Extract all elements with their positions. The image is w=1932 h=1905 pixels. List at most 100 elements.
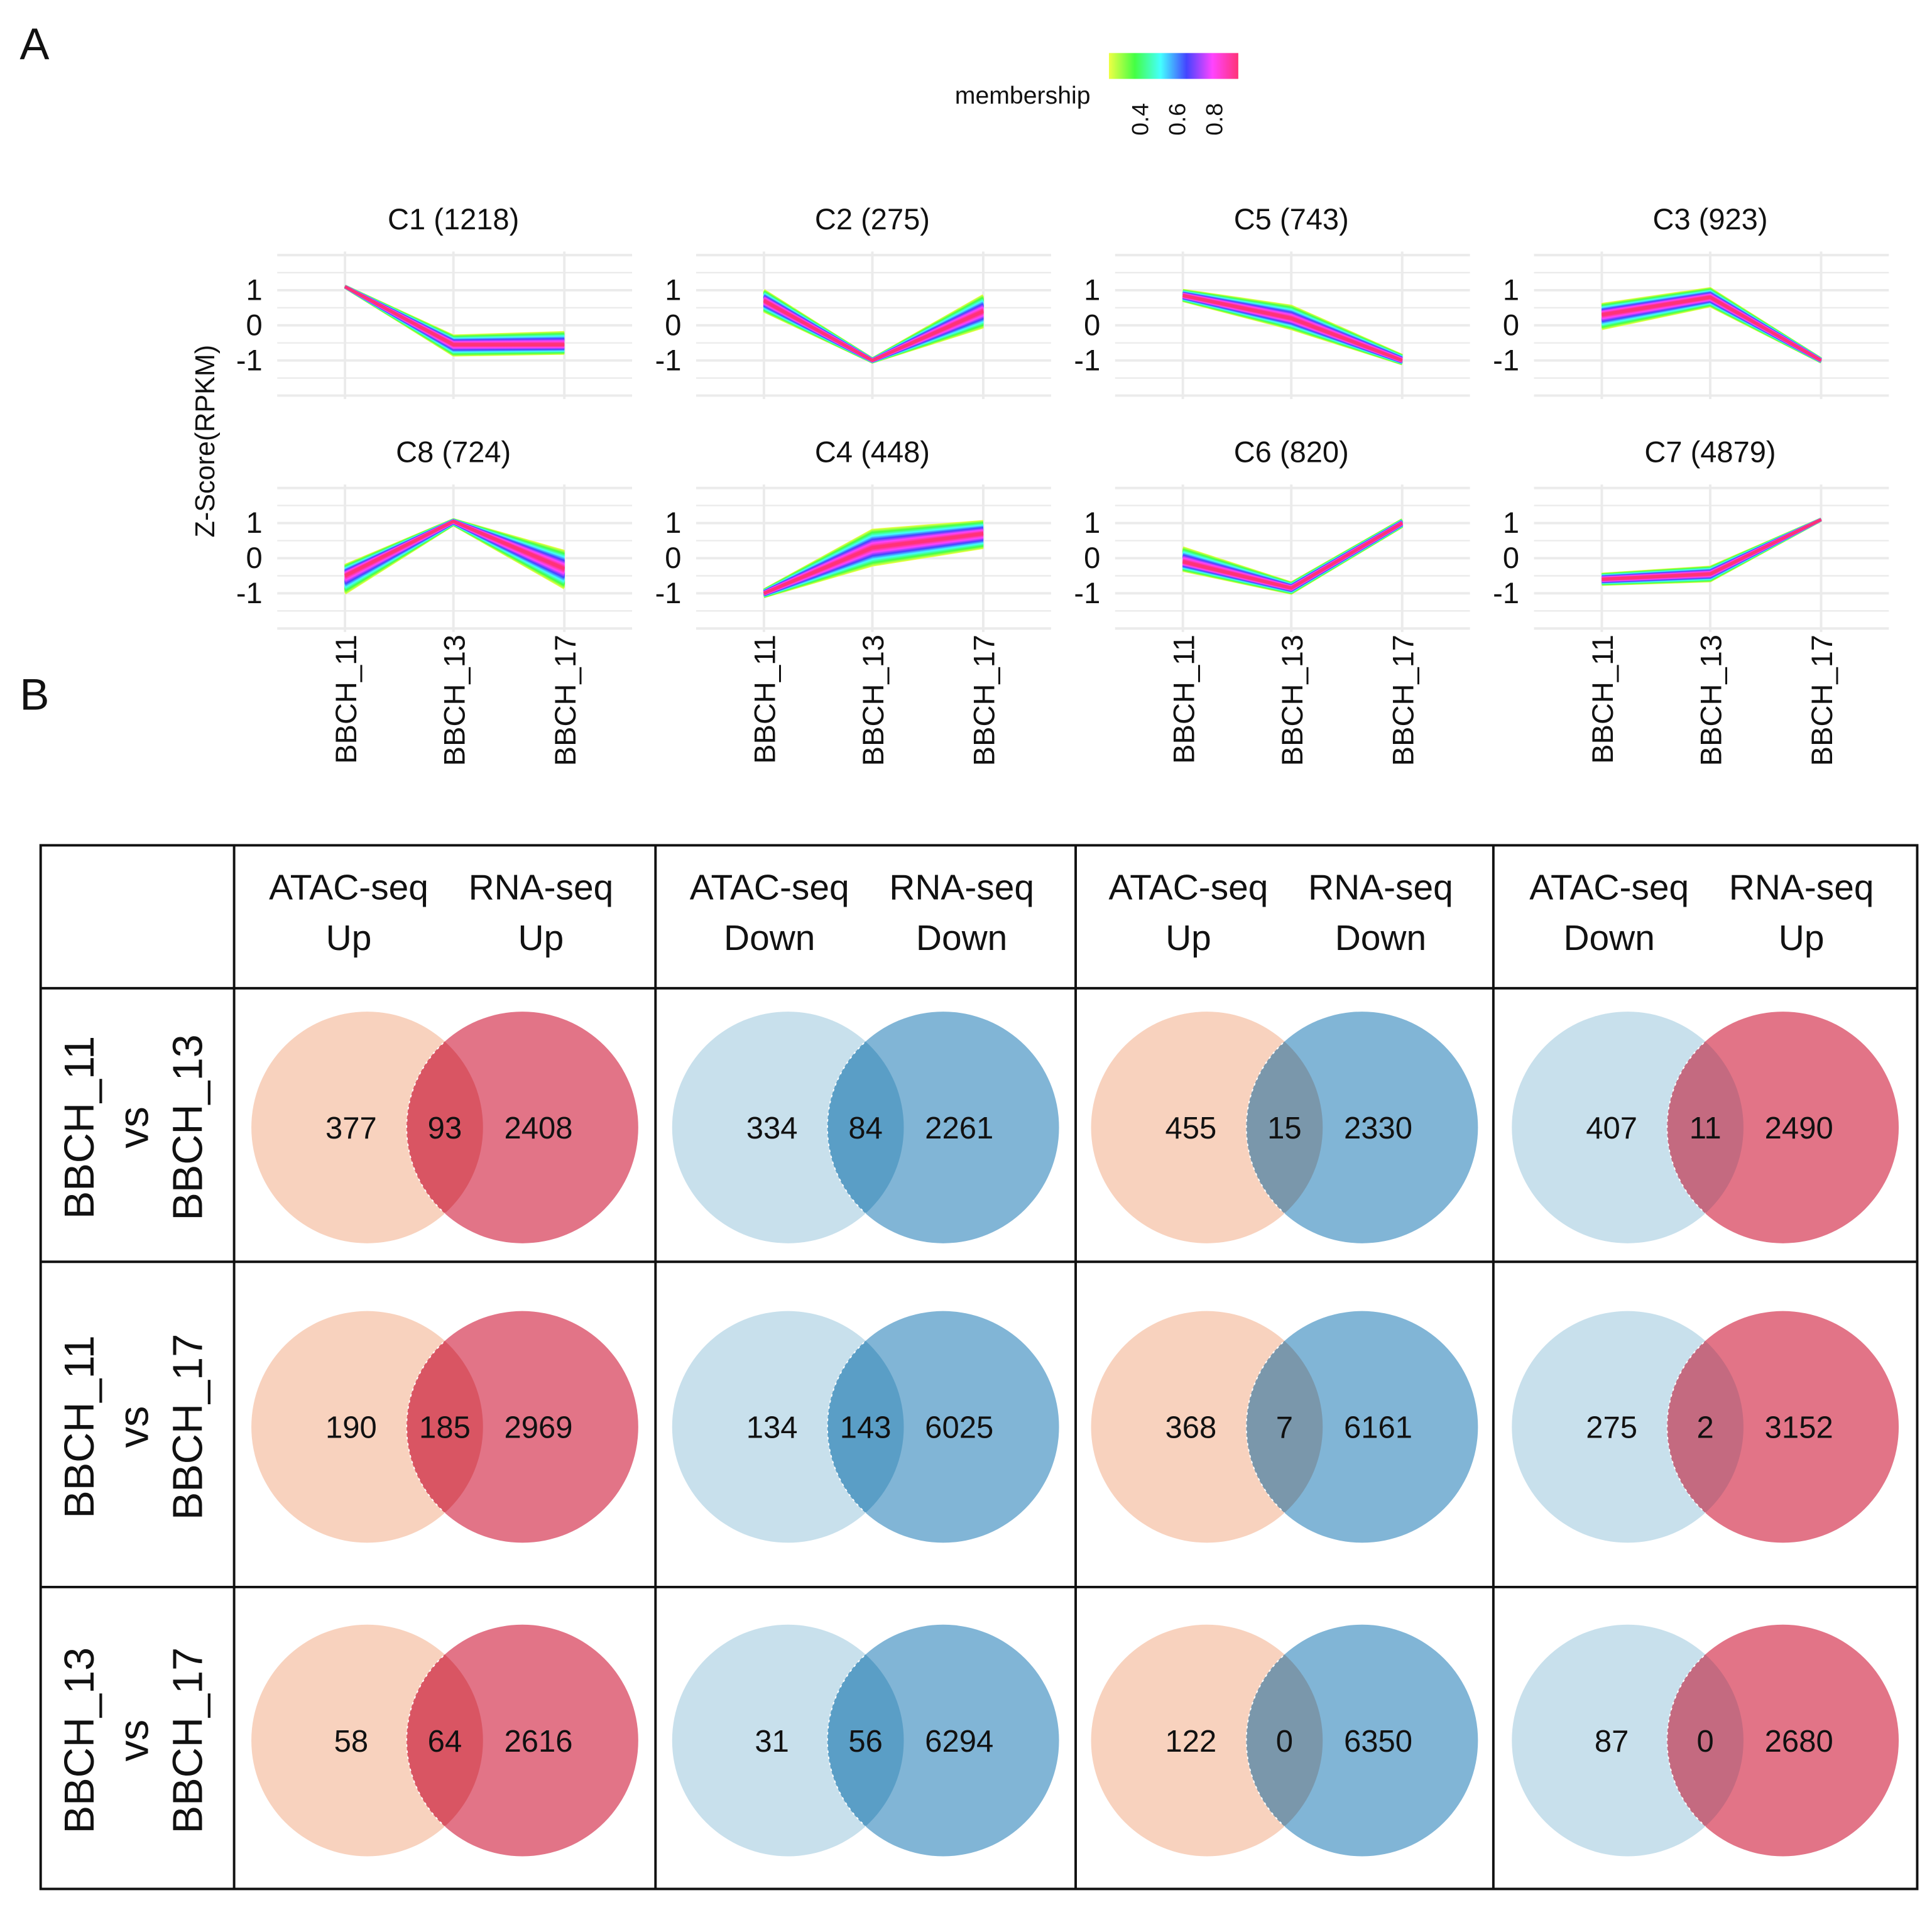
panel-title: C2 (275) — [815, 202, 930, 236]
row-label-line: vs — [111, 1106, 157, 1149]
table-border — [39, 844, 1919, 1891]
row-label-line: BBCH_11 — [57, 1036, 103, 1219]
legend-tick-label: 0.4 — [1127, 103, 1154, 136]
venn-left-only-count: 87 — [1595, 1725, 1629, 1759]
header-left-assay: ATAC-seq — [1529, 868, 1689, 908]
venn-diagram: 455 15 2330 — [1091, 1012, 1478, 1243]
y-tick-label: 0 — [246, 308, 263, 341]
x-tick-label: BBCH_11 — [1167, 635, 1200, 764]
y-tick-label: -1 — [236, 576, 263, 609]
row-label-line: BBCH_11 — [57, 1335, 103, 1518]
row-label: BBCH_13 vs BBCH_17 — [57, 1647, 212, 1833]
x-tick-label: BBCH_11 — [329, 635, 363, 764]
membership-line — [1602, 518, 1822, 581]
venn-diagram: 334 84 2261 — [672, 1012, 1059, 1243]
panel-title: C4 (448) — [815, 435, 930, 468]
venn-left-only-count: 407 — [1586, 1111, 1637, 1145]
venn-diagram: 134 143 6025 — [672, 1311, 1059, 1543]
venn-overlap — [827, 1311, 904, 1543]
venn-left-only-count: 134 — [746, 1411, 798, 1445]
venn-right-only-count: 6025 — [925, 1411, 993, 1445]
header-left-direction: Up — [326, 919, 372, 958]
venn-overlap — [1667, 1311, 1744, 1543]
venn-overlap-border — [406, 1012, 483, 1243]
venn-left-only-count: 58 — [334, 1725, 369, 1759]
panel-title: C3 (923) — [1652, 202, 1767, 236]
x-tick-label: BBCH_13 — [1275, 635, 1309, 766]
venn-overlap-count: 143 — [840, 1411, 892, 1445]
venn-overlap-border — [1666, 1311, 1744, 1543]
venn-diagram: 58 64 2616 — [251, 1624, 638, 1857]
panel-title: C5 (743) — [1234, 202, 1349, 236]
venn-left-only-count: 334 — [746, 1111, 798, 1145]
cluster-panel: C1 (1218) 10-1 — [236, 202, 633, 400]
header-right-assay: RNA-seq — [1729, 868, 1874, 908]
venn-overlap — [1246, 1311, 1323, 1543]
cluster-panel: C7 (4879) 10-1 BBCH_11 BBCH_13 BBCH_17 — [1493, 435, 1889, 766]
venn-overlap-count: 15 — [1267, 1111, 1302, 1145]
venn-overlap-count: 11 — [1689, 1111, 1722, 1145]
cluster-panel: C4 (448) 10-1 BBCH_11 BBCH_13 BBCH_17 — [655, 435, 1051, 766]
y-tick-label: 1 — [1084, 273, 1100, 307]
venn-overlap-border — [826, 1624, 904, 1857]
venn-overlap-count: 2 — [1697, 1411, 1714, 1445]
row-label-line: vs — [111, 1720, 157, 1762]
y-tick-label: -1 — [1074, 576, 1100, 609]
cluster-panel: C8 (724) 10-1 BBCH_11 BBCH_13 BBCH_17 — [236, 435, 633, 766]
x-tick-label: BBCH_11 — [748, 635, 782, 764]
header-right-assay: RNA-seq — [1308, 868, 1453, 908]
legend-tick-label: 0.6 — [1164, 103, 1191, 136]
venn-left-only-count: 275 — [1586, 1411, 1637, 1445]
y-tick-label: -1 — [1074, 343, 1100, 376]
header-right-direction: Down — [916, 919, 1007, 958]
x-tick-label: BBCH_17 — [1386, 635, 1419, 766]
header-left-direction: Down — [724, 919, 815, 958]
x-tick-label: BBCH_17 — [968, 635, 1001, 766]
column-header: ATAC-seq RNA-seq Down Down — [690, 868, 1034, 958]
column-header: ATAC-seq RNA-seq Down Up — [1529, 868, 1874, 958]
venn-right-only-count: 6294 — [925, 1725, 993, 1759]
row-label: BBCH_11 vs BBCH_13 — [57, 1034, 212, 1220]
legend-title: membership — [955, 82, 1091, 109]
y-tick-label: 1 — [1503, 506, 1519, 539]
venn-overlap-count: 56 — [848, 1725, 883, 1759]
legend-tick-label: 0.8 — [1201, 103, 1227, 136]
y-tick-label: -1 — [1493, 343, 1519, 376]
y-tick-label: -1 — [655, 576, 682, 609]
venn-diagram: 122 0 6350 — [1091, 1624, 1478, 1857]
x-tick-label: BBCH_17 — [548, 635, 582, 766]
venn-overlap — [1246, 1624, 1323, 1857]
y-tick-label: 1 — [1084, 506, 1100, 539]
row-label-line: BBCH_13 — [165, 1034, 212, 1220]
venn-diagram: 275 2 3152 — [1512, 1311, 1899, 1543]
venn-diagram: 31 56 6294 — [672, 1624, 1059, 1857]
venn-overlap-count: 93 — [428, 1111, 462, 1145]
membership-line — [1182, 294, 1403, 362]
panel-label-b: B — [19, 670, 49, 719]
header-left-direction: Up — [1165, 919, 1211, 958]
venn-overlap-border — [826, 1311, 904, 1543]
venn-diagram: 407 11 2490 — [1512, 1012, 1899, 1243]
header-right-assay: RNA-seq — [889, 868, 1034, 908]
venn-overlap — [1667, 1012, 1744, 1243]
row-label-line: BBCH_13 — [57, 1647, 103, 1833]
membership-line — [1182, 521, 1403, 590]
venn-overlap — [1246, 1012, 1323, 1243]
venn-left-only-count: 190 — [325, 1411, 377, 1445]
membership-legend: membership 0.4 0.6 0.8 — [955, 53, 1238, 136]
y-tick-label: 0 — [665, 308, 681, 341]
venn-overlap-count: 84 — [848, 1111, 883, 1145]
membership-line — [344, 520, 565, 577]
y-tick-label: 0 — [1503, 308, 1519, 341]
y-axis-title: Z-Score(RPKM) — [190, 345, 221, 538]
venn-right-only-count: 2616 — [504, 1725, 572, 1759]
venn-overlap — [1667, 1624, 1744, 1857]
venn-right-only-count: 2490 — [1765, 1111, 1833, 1145]
venn-overlap — [407, 1624, 483, 1857]
y-tick-label: 1 — [246, 273, 263, 307]
column-header: ATAC-seq RNA-seq Up Up — [269, 868, 613, 958]
venn-overlap-border — [1666, 1624, 1744, 1857]
header-left-assay: ATAC-seq — [690, 868, 849, 908]
panel-title: C1 (1218) — [388, 202, 519, 236]
header-right-direction: Up — [518, 919, 564, 958]
